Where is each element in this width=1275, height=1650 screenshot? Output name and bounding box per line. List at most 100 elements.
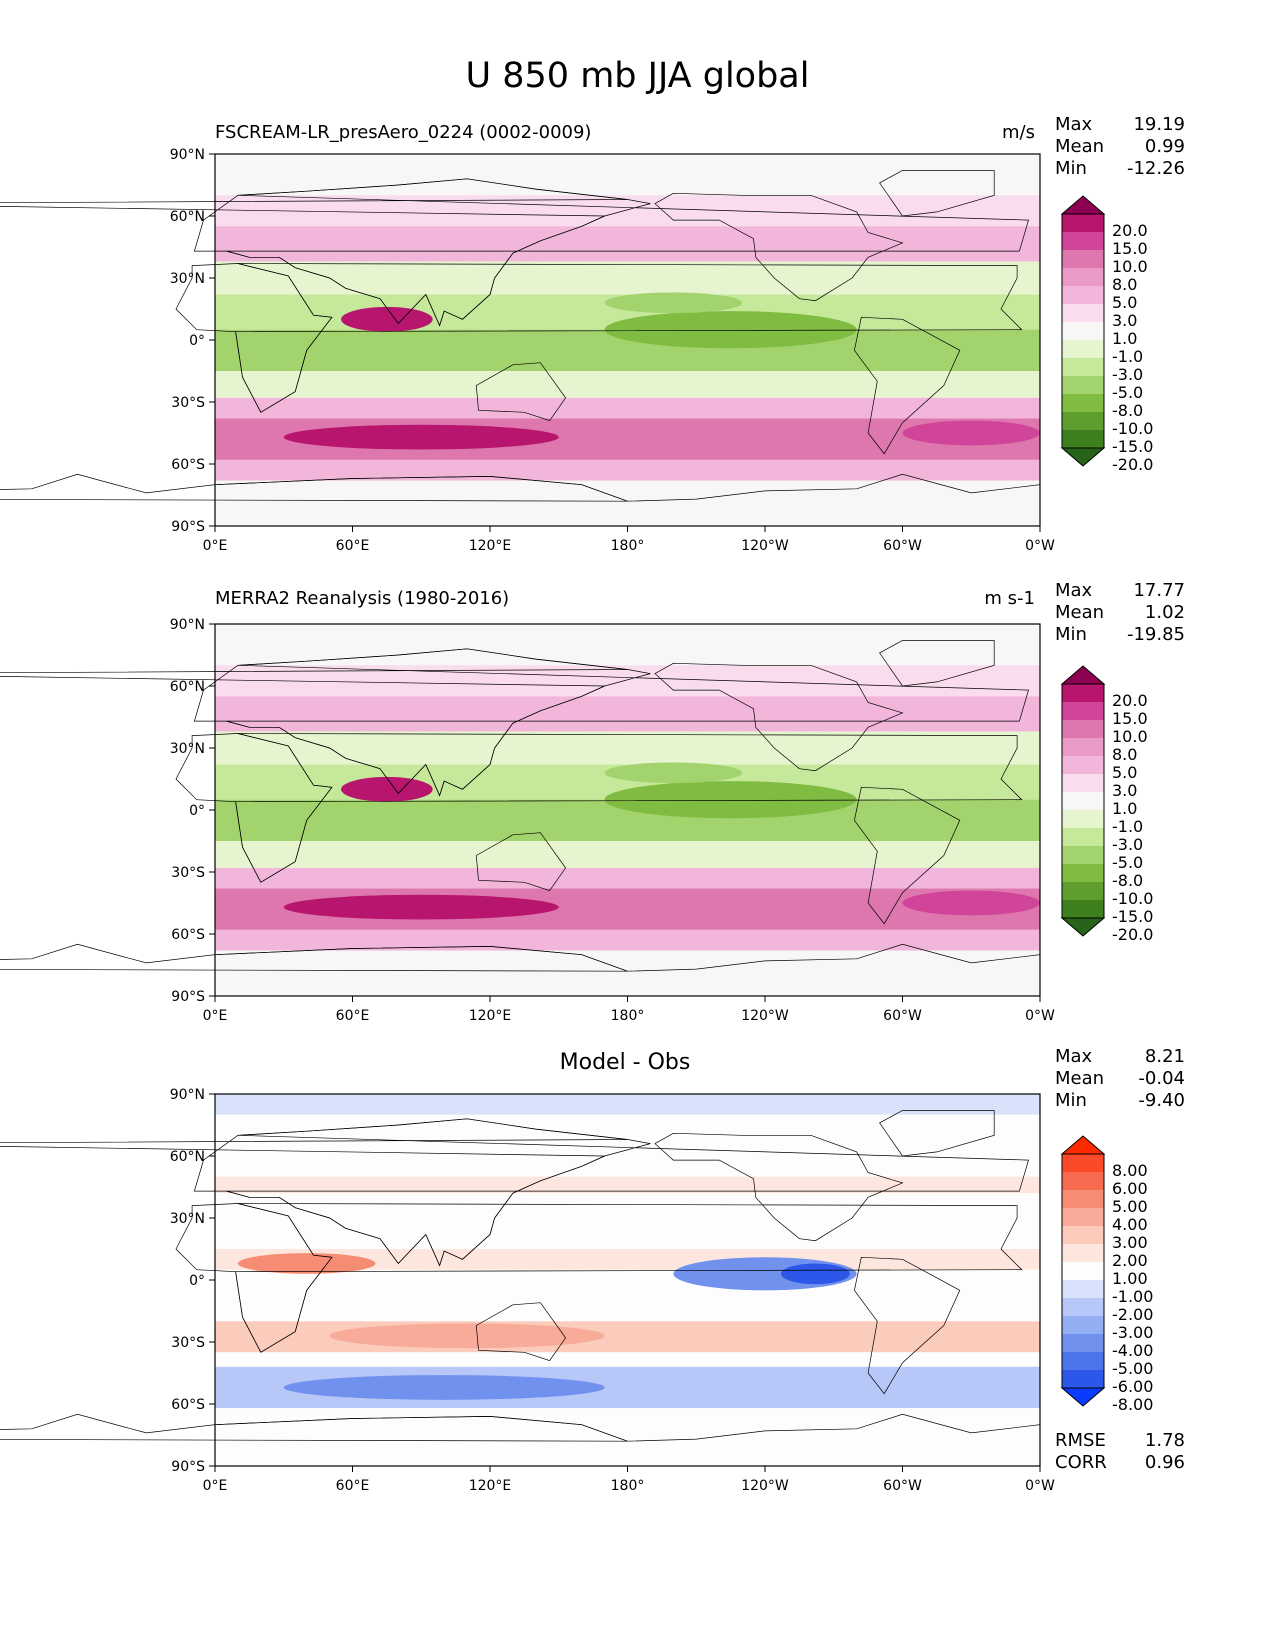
lon-tick-label: 0°E bbox=[203, 538, 228, 554]
contour-band bbox=[215, 397, 1040, 419]
contour-blob bbox=[604, 781, 857, 819]
colorbar-tick-label: -6.00 bbox=[1112, 1377, 1153, 1396]
stat-name: Mean bbox=[1055, 602, 1105, 623]
colorbar-tick-label: 20.0 bbox=[1112, 691, 1148, 710]
colorbar-segment bbox=[1062, 810, 1104, 828]
contour-band bbox=[215, 1094, 1040, 1115]
coastline bbox=[654, 192, 904, 302]
stat-min-value: -9.40 bbox=[1138, 1090, 1185, 1111]
panel-1-label: FSCREAM-LR_presAero_0224 (0002-0009) bbox=[215, 122, 592, 143]
colorbar-segment bbox=[1062, 1154, 1104, 1172]
lat-tick-label: 60°N bbox=[170, 1149, 205, 1165]
contour-blob bbox=[283, 1375, 605, 1400]
colorbar-tick-label: -10.0 bbox=[1112, 419, 1153, 438]
coastline bbox=[475, 362, 567, 422]
contour-blob bbox=[341, 776, 433, 802]
coastline bbox=[235, 733, 1023, 883]
colorbar-tick-label: -5.00 bbox=[1112, 1359, 1153, 1378]
lat-tick-label: 90°S bbox=[171, 519, 205, 535]
lon-tick-label: 60°E bbox=[336, 538, 370, 554]
colorbar-segment bbox=[1062, 376, 1104, 394]
lon-tick-label: 120°E bbox=[469, 538, 512, 554]
lon-tick-label: 180° bbox=[611, 1008, 645, 1024]
map-2: 90°N 60°N 30°N 0° 30°S 60°S 90°S 0°E 60°E 120°E 18… bbox=[0, 617, 1055, 1024]
stat-mean-value: 1.02 bbox=[1144, 602, 1185, 623]
colorbar-segment bbox=[1062, 1226, 1104, 1244]
colorbar-segment bbox=[1062, 774, 1104, 792]
lat-tick-label: 30°S bbox=[171, 1335, 205, 1351]
stat-name: Max bbox=[1055, 1046, 1093, 1067]
colorbar-extend-top bbox=[1060, 1135, 1106, 1155]
coastline bbox=[879, 1110, 995, 1157]
stat-name: Min bbox=[1055, 158, 1087, 179]
colorbar-tick-label: -1.0 bbox=[1112, 817, 1143, 836]
colorbar-segment bbox=[1062, 340, 1104, 358]
colorbar-tick-label: -5.0 bbox=[1112, 383, 1143, 402]
lat-tick-label: 60°S bbox=[171, 927, 205, 943]
colorbar-tick-label: 4.00 bbox=[1112, 1215, 1148, 1234]
contour-blob bbox=[283, 894, 559, 920]
lat-tick-label: 90°N bbox=[170, 617, 205, 633]
colorbar-segment bbox=[1062, 864, 1104, 882]
stat-name: CORR bbox=[1055, 1452, 1107, 1473]
colorbar-segment bbox=[1062, 720, 1104, 738]
lon-tick-label: 180° bbox=[611, 538, 645, 554]
stat-name: Max bbox=[1055, 580, 1093, 601]
stat-rmse-value: 1.78 bbox=[1144, 1430, 1185, 1451]
colorbar-tick-label: -10.0 bbox=[1112, 889, 1153, 908]
colorbar-tick-label: -20.0 bbox=[1112, 455, 1153, 474]
colorbar-tick-label: 3.00 bbox=[1112, 1233, 1148, 1252]
lon-tick-label: 120°W bbox=[741, 1478, 789, 1494]
coastline bbox=[854, 1256, 961, 1395]
contour-blob bbox=[902, 420, 1040, 446]
colorbar-tick-label: 3.0 bbox=[1112, 781, 1137, 800]
stat-name: Max bbox=[1055, 114, 1093, 135]
colorbar-tick-label: -5.0 bbox=[1112, 853, 1143, 872]
lon-tick-label: 60°E bbox=[336, 1478, 370, 1494]
stat-min-value: -12.26 bbox=[1126, 158, 1185, 179]
colorbar-tick-label: 1.00 bbox=[1112, 1269, 1148, 1288]
colorbar-tick-label: -20.0 bbox=[1112, 925, 1153, 944]
lon-tick-label: 0°E bbox=[203, 1478, 228, 1494]
colorbar-frame bbox=[1061, 1153, 1105, 1389]
colorbar-tick-label: 10.0 bbox=[1112, 727, 1148, 746]
coastline bbox=[475, 832, 567, 892]
lat-tick-label: 90°S bbox=[171, 989, 205, 1005]
colorbar-segment bbox=[1062, 214, 1104, 232]
lat-tick-label: 30°N bbox=[170, 741, 205, 757]
coastline bbox=[235, 1203, 1023, 1353]
colorbar-tick-label: 5.0 bbox=[1112, 293, 1137, 312]
colorbar-segment bbox=[1062, 1298, 1104, 1316]
contour-band bbox=[215, 1114, 1040, 1177]
colorbar-tick-label: 10.0 bbox=[1112, 257, 1148, 276]
colorbar-segment bbox=[1062, 738, 1104, 756]
colorbar-tick-label: 20.0 bbox=[1112, 221, 1148, 240]
colorbar-segment bbox=[1062, 684, 1104, 702]
panel-1-units: m/s bbox=[1002, 122, 1035, 143]
colorbar-2: 20.015.010.08.05.03.01.0-1.0-3.0-5.0-8.0… bbox=[1060, 665, 1153, 944]
contour-band bbox=[215, 1352, 1040, 1367]
colorbar-tick-label: -8.0 bbox=[1112, 401, 1143, 420]
lat-tick-label: 60°N bbox=[170, 679, 205, 695]
stat-max-value: 19.19 bbox=[1133, 114, 1185, 135]
colorbar-segment bbox=[1062, 1262, 1104, 1280]
colorbar-frame bbox=[1061, 683, 1105, 919]
colorbar-segment bbox=[1062, 828, 1104, 846]
colorbar-segment bbox=[1062, 1370, 1104, 1388]
colorbar-segment bbox=[1062, 756, 1104, 774]
contour-band bbox=[215, 950, 1040, 996]
colorbar-segment bbox=[1062, 268, 1104, 286]
lon-tick-label: 0°E bbox=[203, 1008, 228, 1024]
contour-band bbox=[215, 1408, 1040, 1466]
contour-blob bbox=[902, 890, 1040, 916]
colorbar-tick-label: 3.0 bbox=[1112, 311, 1137, 330]
panel-1-stats: Max 19.19 Mean 0.99 Min -12.26 bbox=[1055, 114, 1185, 180]
coastline bbox=[654, 662, 904, 772]
figure-title: U 850 mb JJA global bbox=[465, 56, 810, 96]
lon-tick-label: 0°W bbox=[1025, 538, 1055, 554]
colorbar-1: 20.015.010.08.05.03.01.0-1.0-3.0-5.0-8.0… bbox=[1060, 195, 1153, 474]
colorbar-segment bbox=[1062, 304, 1104, 322]
contour-blob bbox=[604, 292, 743, 314]
